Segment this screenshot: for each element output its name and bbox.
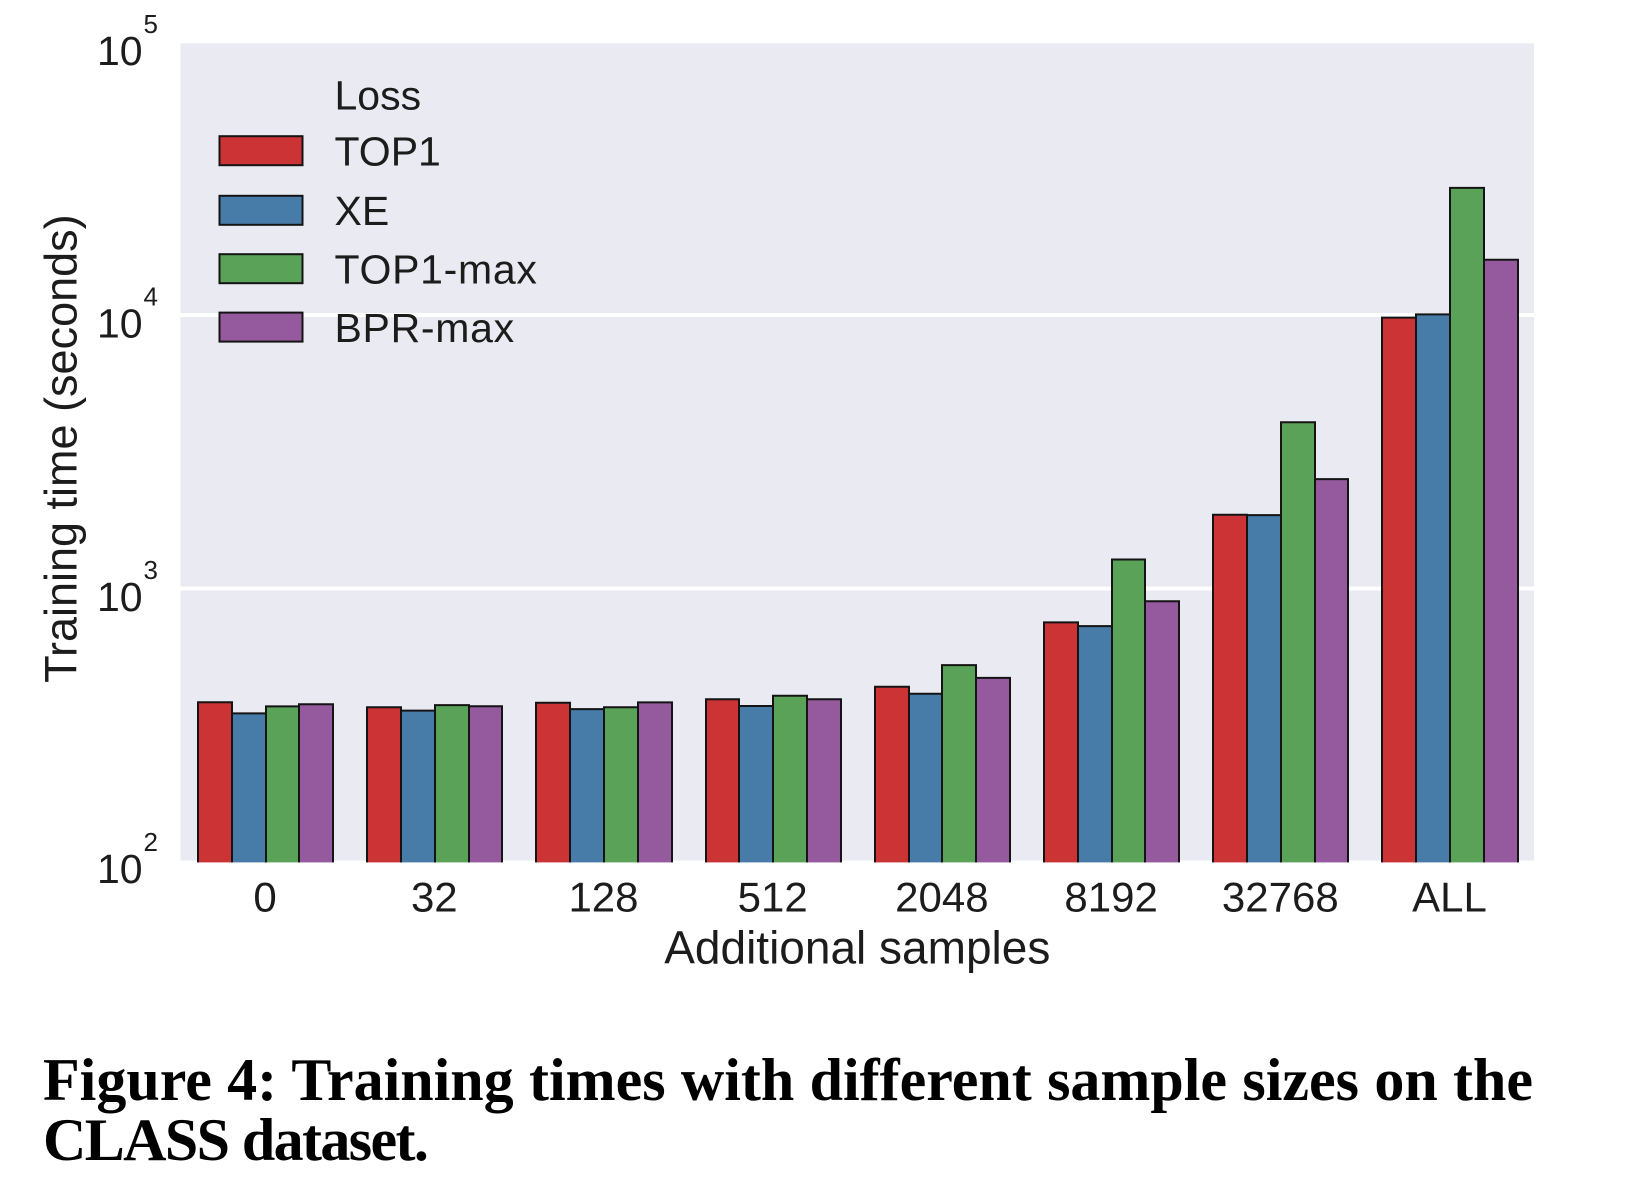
svg-text:10: 10 <box>97 846 143 892</box>
svg-text:32: 32 <box>411 873 458 920</box>
svg-text:2: 2 <box>144 827 158 857</box>
svg-text:128: 128 <box>568 873 638 920</box>
svg-text:8192: 8192 <box>1064 873 1157 920</box>
svg-text:10: 10 <box>97 300 143 346</box>
svg-text:512: 512 <box>738 873 808 920</box>
svg-text:5: 5 <box>144 9 158 39</box>
svg-text:2048: 2048 <box>895 873 988 920</box>
svg-text:BPR-max: BPR-max <box>335 305 515 351</box>
svg-text:3: 3 <box>144 555 158 585</box>
svg-text:ALL: ALL <box>1412 873 1487 920</box>
svg-text:4: 4 <box>144 281 158 311</box>
svg-text:0: 0 <box>253 873 276 920</box>
svg-text:32768: 32768 <box>1222 873 1339 920</box>
svg-text:TOP1: TOP1 <box>335 128 441 174</box>
svg-text:TOP1-max: TOP1-max <box>335 246 538 292</box>
svg-text:Additional samples: Additional samples <box>664 922 1050 974</box>
svg-text:10: 10 <box>97 28 143 74</box>
svg-text:XE: XE <box>335 188 390 234</box>
svg-text:10: 10 <box>97 574 143 620</box>
svg-text:Training time (seconds): Training time (seconds) <box>36 214 87 683</box>
svg-text:Loss: Loss <box>335 73 422 119</box>
